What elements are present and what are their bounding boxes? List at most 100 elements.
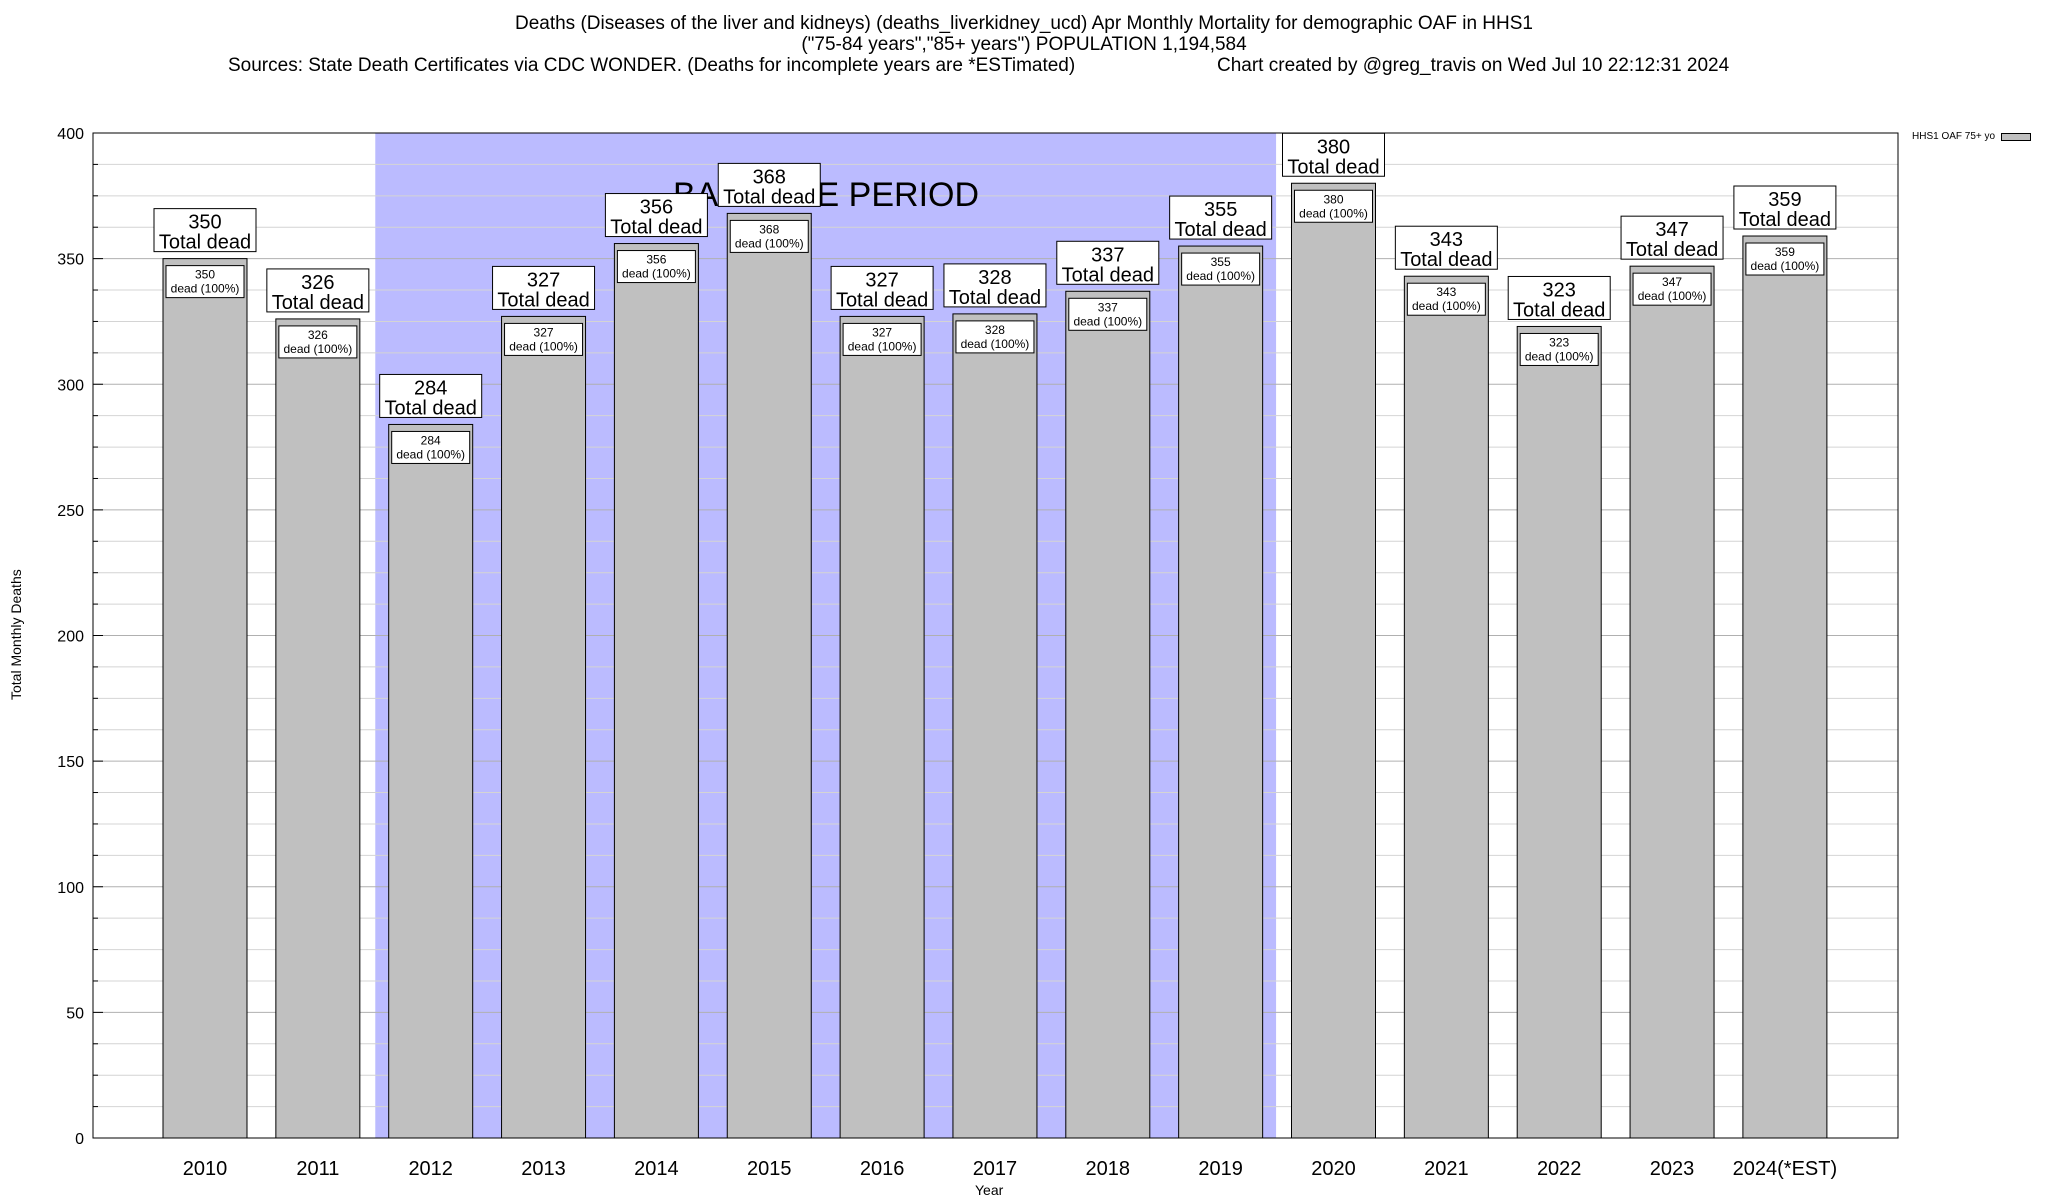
y-tick-label: 200 xyxy=(57,629,84,646)
bar-inner-label-box xyxy=(1745,242,1825,276)
bar-top-value: 359 xyxy=(1768,189,1801,211)
bar-inner-label-box xyxy=(1068,297,1148,331)
bar-top-label-box xyxy=(943,263,1047,308)
bar xyxy=(726,212,812,1139)
bar xyxy=(1178,245,1264,1139)
bar-inner-label-box xyxy=(391,430,471,464)
bar-top-value: 355 xyxy=(1204,199,1237,221)
bar-inner-label: dead (100%) xyxy=(1073,314,1142,328)
y-tick-label: 0 xyxy=(75,1131,84,1148)
bar-top-label: Total dead xyxy=(836,289,928,311)
x-tick-label: 2020 xyxy=(1311,1158,1356,1180)
bar-inner-label: dead (100%) xyxy=(1412,299,1481,313)
bar xyxy=(1516,325,1602,1139)
bar-top-value: 356 xyxy=(640,197,673,219)
x-tick-label: 2018 xyxy=(1086,1158,1131,1180)
x-tick-label: 2013 xyxy=(521,1158,566,1180)
chart-title: Deaths (Diseases of the liver and kidney… xyxy=(514,13,1533,34)
bar-top-label-box xyxy=(266,268,370,313)
bar-top-label-box xyxy=(492,265,596,310)
y-tick-label: 150 xyxy=(57,754,84,771)
bar-inner-label: dead (100%) xyxy=(735,236,804,250)
bar-top-label-box xyxy=(1507,275,1611,320)
x-tick-label: 2012 xyxy=(408,1158,453,1180)
bar-inner-label-box xyxy=(955,320,1035,354)
bar-inner-value: 327 xyxy=(534,325,554,339)
bar-inner-label-box xyxy=(504,322,584,356)
x-tick-label: 2015 xyxy=(747,1158,792,1180)
bar-inner-label-box xyxy=(278,325,358,359)
bar-inner-value: 327 xyxy=(872,325,892,339)
bar-top-label-box xyxy=(379,373,483,418)
bar-inner-label: dead (100%) xyxy=(961,337,1030,351)
x-tick-label: 2021 xyxy=(1424,1158,1469,1180)
bar xyxy=(162,258,248,1139)
bar-inner-label: dead (100%) xyxy=(509,339,578,353)
bar-top-label: Total dead xyxy=(272,292,364,314)
bar-top-label: Total dead xyxy=(610,217,702,239)
bar xyxy=(613,243,699,1139)
x-axis-label: Year xyxy=(975,1182,1004,1198)
y-tick-label: 350 xyxy=(57,252,84,269)
bar xyxy=(1742,235,1828,1139)
legend: HHS1 OAF 75+ yo xyxy=(1912,131,2032,142)
bar-top-label-box xyxy=(830,265,934,310)
bar-top-label-box xyxy=(153,208,257,253)
bar-top-label: Total dead xyxy=(723,186,815,208)
bar-top-label: Total dead xyxy=(385,397,477,419)
bar-top-label: Total dead xyxy=(949,287,1041,309)
bar-top-value: 284 xyxy=(414,377,447,399)
bar-inner-label-box xyxy=(729,219,809,253)
bar-top-label: Total dead xyxy=(1175,219,1267,241)
bar-inner-label-box xyxy=(1632,272,1712,306)
x-tick-label: 2024(*EST) xyxy=(1733,1158,1838,1180)
bar-top-value: 350 xyxy=(188,212,221,234)
bar xyxy=(839,315,925,1139)
bar-inner-value: 284 xyxy=(421,433,441,447)
bar-top-value: 380 xyxy=(1317,136,1350,158)
bar-top-label: Total dead xyxy=(159,232,251,254)
bar-top-label: Total dead xyxy=(1739,209,1831,231)
bar-inner-label-box xyxy=(1519,332,1599,366)
bar-inner-value: 368 xyxy=(759,222,779,236)
bar-inner-label: dead (100%) xyxy=(622,267,691,281)
bar xyxy=(275,318,361,1139)
bar xyxy=(1291,182,1376,1139)
bar-inner-label-box xyxy=(842,322,922,356)
bar-inner-value: 380 xyxy=(1323,192,1343,206)
bar-top-value: 327 xyxy=(865,269,898,291)
plot-frame xyxy=(92,132,1899,1139)
bar-top-value: 328 xyxy=(978,267,1011,289)
bar-inner-value: 326 xyxy=(308,328,328,342)
bar-inner-value: 347 xyxy=(1662,275,1682,289)
chart-credit: Chart created by @greg_travis on Wed Jul… xyxy=(1217,55,1730,76)
bar-top-value: 337 xyxy=(1091,244,1124,266)
bar-inner-label: dead (100%) xyxy=(1525,349,1594,363)
bar-top-label-box xyxy=(1620,215,1724,260)
bar-top-label: Total dead xyxy=(1287,156,1379,178)
bar-top-label: Total dead xyxy=(1513,299,1605,321)
bar-top-label-box xyxy=(1394,225,1498,270)
bar-inner-label: dead (100%) xyxy=(848,339,917,353)
bar-top-value: 326 xyxy=(301,272,334,294)
x-tick-label: 2016 xyxy=(860,1158,905,1180)
bar-inner-label-box xyxy=(1294,189,1373,223)
bar-top-label-box xyxy=(604,193,708,238)
x-tick-label: 2022 xyxy=(1537,1158,1582,1180)
y-tick-label: 100 xyxy=(57,880,84,897)
bar-inner-label: dead (100%) xyxy=(1299,206,1368,220)
bar-inner-value: 323 xyxy=(1549,335,1569,349)
x-tick-label: 2019 xyxy=(1198,1158,1243,1180)
y-tick-label: 250 xyxy=(57,503,84,520)
bar-top-label-box xyxy=(1169,195,1273,240)
bar-inner-value: 350 xyxy=(195,268,215,282)
bar-top-value: 368 xyxy=(753,166,786,188)
bar-top-label: Total dead xyxy=(1626,239,1718,261)
bar-inner-label: dead (100%) xyxy=(283,342,352,356)
legend-label: HHS1 OAF 75+ yo xyxy=(1912,131,1996,142)
bar-inner-label: dead (100%) xyxy=(171,282,240,296)
chart-sources: Sources: State Death Certificates via CD… xyxy=(228,55,1076,76)
bar-top-value: 327 xyxy=(527,269,560,291)
bar-top-label-box xyxy=(1282,132,1385,177)
